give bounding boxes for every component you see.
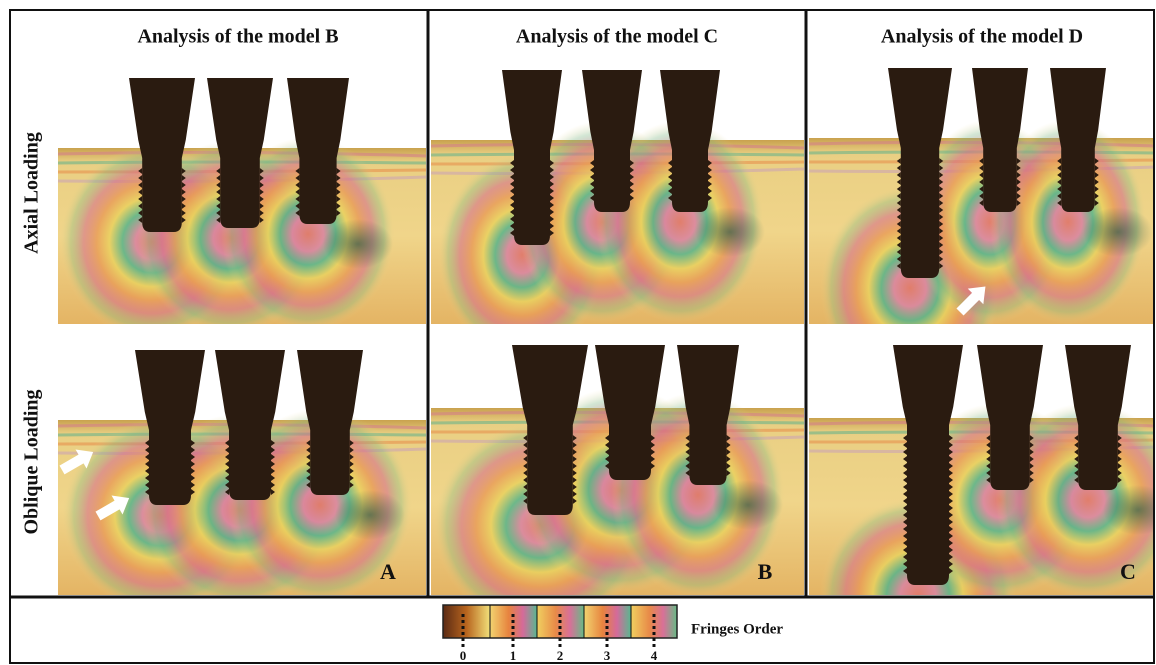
colorbar-tick-label: 4 <box>651 648 658 663</box>
panel-letter: C <box>1120 559 1136 584</box>
colorbar-segment <box>443 605 490 638</box>
photo-panel <box>431 62 804 356</box>
colorbar: 0 1 2 3 4 Fringes Order <box>443 605 783 663</box>
dark-fringe <box>1083 207 1153 257</box>
column-title: Analysis of the model D <box>881 26 1083 48</box>
row-label: Oblique Loading <box>21 389 43 534</box>
colorbar-tick-label: 2 <box>557 648 564 663</box>
colorbar-tick-label: 3 <box>604 648 611 663</box>
legend-title: Fringes Order <box>691 621 783 637</box>
page: Analysis of the model B Analysis of the … <box>0 0 1156 665</box>
panels <box>57 62 1156 665</box>
panel-letter: B <box>758 559 773 584</box>
photo-panel <box>809 330 1156 665</box>
dark-fringe <box>323 219 393 269</box>
dark-fringe <box>695 207 765 257</box>
photo-panel <box>58 62 426 339</box>
colorbar-tick-label: 0 <box>460 648 467 663</box>
photo-panel <box>58 330 426 611</box>
colorbar-tick-label: 1 <box>510 648 517 663</box>
panel-letter: A <box>380 559 396 584</box>
dark-fringe <box>713 480 783 530</box>
dark-fringe <box>335 490 405 540</box>
column-title: Analysis of the model B <box>137 26 338 48</box>
column-title: Analysis of the model C <box>516 26 718 48</box>
photo-panel <box>431 330 804 628</box>
figure: Analysis of the model B Analysis of the … <box>0 0 1156 665</box>
row-label: Axial Loading <box>21 132 43 254</box>
